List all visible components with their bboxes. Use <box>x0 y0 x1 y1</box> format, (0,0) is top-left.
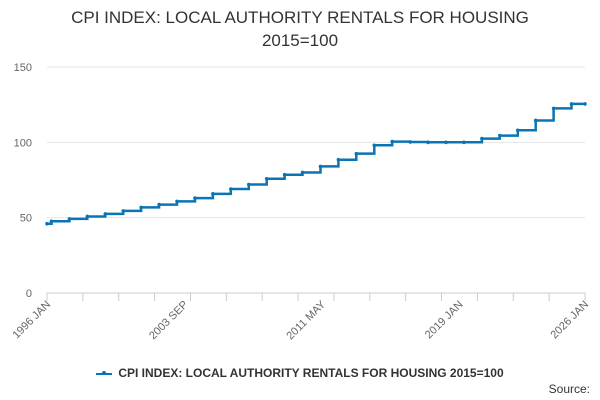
data-point[interactable] <box>583 102 587 106</box>
data-point[interactable] <box>354 151 359 156</box>
data-point[interactable] <box>426 140 430 145</box>
data-point[interactable] <box>533 118 538 123</box>
grid-lines <box>47 66 585 219</box>
data-point[interactable] <box>408 140 412 144</box>
data-point[interactable] <box>139 205 143 210</box>
x-tick-label: 2026 JAN <box>548 299 591 342</box>
series-line <box>47 102 585 225</box>
data-point[interactable] <box>282 172 287 177</box>
data-point[interactable] <box>45 221 49 226</box>
data-point[interactable] <box>49 219 54 224</box>
tick-labels: 0 50 100 150 1996 JAN 2003 SEP 2011 MAY 2019 JA… <box>10 62 591 342</box>
x-tick-label: 2019 JAN <box>423 299 466 342</box>
data-point[interactable] <box>390 139 395 144</box>
data-point[interactable] <box>569 102 574 106</box>
chart-title-line1: CPI INDEX: LOCAL AUTHORITY RENTALS FOR H… <box>71 8 529 27</box>
legend-swatch-icon <box>96 370 113 375</box>
data-point[interactable] <box>264 176 269 181</box>
y-tick-label: 0 <box>26 288 32 300</box>
data-point[interactable] <box>515 128 520 133</box>
y-tick-label: 100 <box>14 137 32 149</box>
source-label: Source: <box>548 382 590 396</box>
data-point[interactable] <box>193 196 197 200</box>
data-point[interactable] <box>462 140 466 145</box>
data-point[interactable] <box>318 164 323 169</box>
data-point[interactable] <box>175 199 179 204</box>
data-point[interactable] <box>157 202 161 207</box>
y-tick-label: 50 <box>20 213 32 225</box>
data-point[interactable] <box>372 143 377 148</box>
data-point[interactable] <box>444 140 448 145</box>
chart-title-line2: 2015=100 <box>261 31 339 50</box>
data-point[interactable] <box>480 136 484 141</box>
x-tick-label: 2003 SEP <box>147 299 191 343</box>
data-point[interactable] <box>211 192 215 196</box>
data-point[interactable] <box>229 187 233 191</box>
data-point[interactable] <box>300 170 305 175</box>
data-point[interactable] <box>121 209 126 213</box>
legend-item-label: CPI INDEX: LOCAL AUTHORITY RENTALS FOR H… <box>118 366 504 380</box>
data-point[interactable] <box>246 182 251 187</box>
y-tick-label: 150 <box>14 62 32 74</box>
data-point[interactable] <box>67 217 72 221</box>
data-point[interactable] <box>551 106 556 111</box>
data-point[interactable] <box>498 133 502 138</box>
x-tick-label: 2011 MAY <box>284 298 328 342</box>
legend[interactable]: CPI INDEX: LOCAL AUTHORITY RENTALS FOR H… <box>0 366 600 380</box>
data-point[interactable] <box>103 212 108 216</box>
series-layer <box>45 102 587 226</box>
chart-title: CPI INDEX: LOCAL AUTHORITY RENTALS FOR H… <box>0 6 600 52</box>
x-axis <box>46 292 586 301</box>
data-point[interactable] <box>85 214 90 219</box>
data-point[interactable] <box>336 157 341 162</box>
x-tick-label: 1996 JAN <box>10 299 53 342</box>
